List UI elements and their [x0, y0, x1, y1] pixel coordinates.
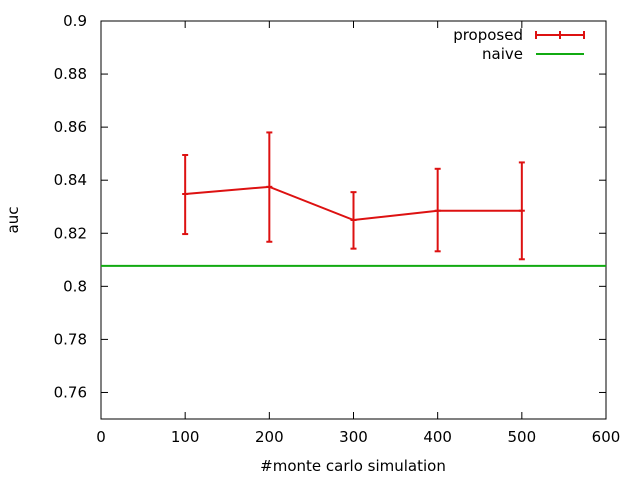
- x-axis-label: #monte carlo simulation: [260, 457, 446, 475]
- y-tick-label: 0.84: [54, 171, 87, 189]
- series-layer: [101, 131, 606, 267]
- y-tick-label: 0.76: [54, 383, 87, 401]
- x-tick-label: 600: [592, 428, 621, 446]
- y-tick-label: 0.78: [54, 330, 87, 348]
- x-tick-label: 100: [171, 428, 200, 446]
- y-tick-label: 0.9: [63, 12, 87, 30]
- x-axis-ticks: 0 100 200 300 400 500 600: [96, 21, 620, 446]
- x-tick-label: 200: [255, 428, 284, 446]
- y-tick-label: 0.82: [54, 224, 87, 242]
- y-axis-ticks: 0.76 0.78 0.8 0.82 0.84 0.86 0.88 0.9: [54, 12, 606, 401]
- y-tick-label: 0.86: [54, 118, 87, 136]
- x-tick-label: 300: [339, 428, 368, 446]
- legend-label: proposed: [453, 26, 523, 44]
- x-tick-label: 0: [96, 428, 106, 446]
- y-tick-label: 0.88: [54, 65, 87, 83]
- y-axis-label: auc: [4, 207, 22, 234]
- x-tick-label: 500: [508, 428, 537, 446]
- legend-label: naive: [482, 45, 523, 63]
- y-tick-label: 0.8: [63, 277, 87, 295]
- legend-swatch: [535, 31, 585, 39]
- x-tick-label: 400: [423, 428, 452, 446]
